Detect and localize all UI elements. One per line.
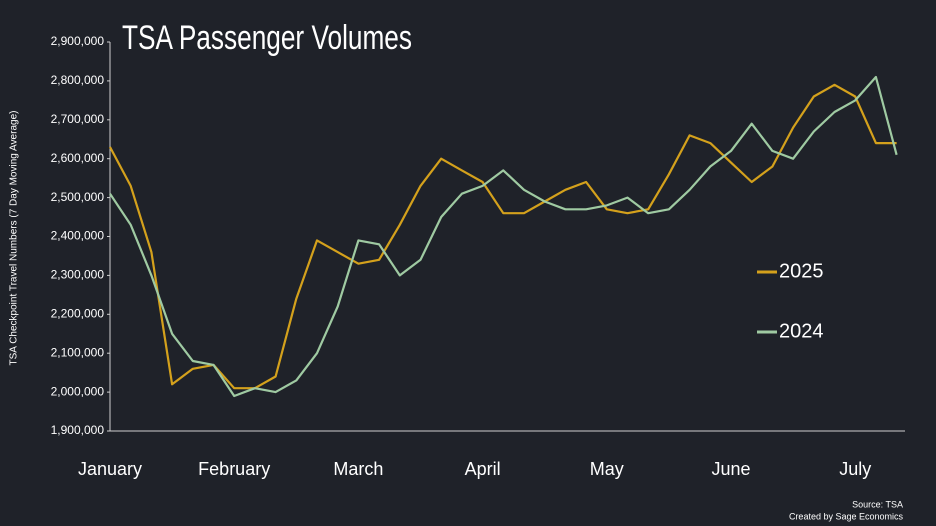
legend-label: 2024	[779, 320, 824, 342]
series-line	[109, 75, 898, 398]
y-tick-label: 2,500,000	[51, 190, 105, 204]
y-axis-label: TSA Checkpoint Travel Numbers (7 Day Mov…	[9, 111, 20, 366]
x-tick-label: March	[333, 459, 383, 479]
x-tick-label: July	[839, 459, 871, 479]
source-note: Source: TSA	[852, 499, 903, 509]
chart-title: TSA Passenger Volumes	[122, 19, 412, 57]
x-tick-label: June	[711, 459, 750, 479]
x-tick-label: January	[78, 459, 142, 479]
y-tick-label: 2,800,000	[51, 73, 105, 87]
y-tick-label: 1,900,000	[51, 423, 105, 437]
y-tick-label: 2,900,000	[51, 34, 105, 48]
credit-note: Created by Sage Economics	[789, 511, 904, 521]
legend-label: 2025	[779, 260, 824, 282]
y-tick-label: 2,200,000	[51, 306, 105, 320]
y-tick-label: 2,600,000	[51, 151, 105, 165]
y-tick-label: 2,400,000	[51, 229, 105, 243]
y-tick-label: 2,700,000	[51, 112, 105, 126]
y-tick-label: 2,300,000	[51, 268, 105, 282]
series-line	[109, 83, 897, 390]
y-tick-label: 2,000,000	[51, 384, 105, 398]
x-tick-label: May	[590, 459, 624, 479]
y-tick-label: 2,100,000	[51, 345, 105, 359]
x-tick-label: February	[198, 459, 270, 479]
x-tick-label: April	[465, 459, 501, 479]
